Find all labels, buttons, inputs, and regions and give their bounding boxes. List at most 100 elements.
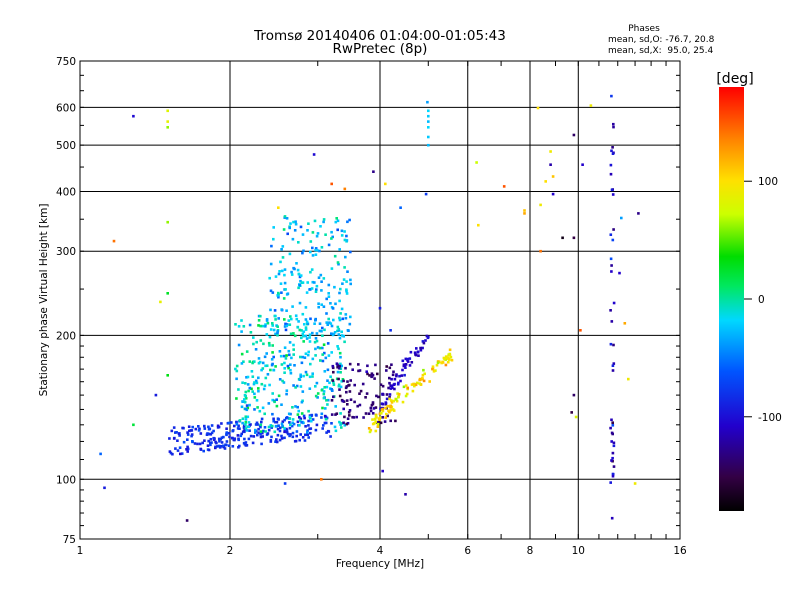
- data-point: [301, 312, 305, 316]
- data-point: [235, 397, 238, 400]
- data-point: [633, 482, 637, 485]
- data-point: [392, 409, 396, 412]
- data-point: [175, 431, 178, 434]
- data-point: [273, 309, 277, 312]
- data-point: [337, 377, 340, 381]
- data-point: [246, 425, 249, 428]
- data-point: [329, 322, 333, 325]
- data-point: [426, 336, 430, 340]
- data-point: [272, 237, 275, 241]
- data-point: [384, 406, 387, 410]
- data-point: [299, 274, 303, 277]
- data-point: [196, 442, 199, 446]
- data-point: [285, 354, 288, 357]
- data-point: [276, 294, 279, 297]
- data-point: [296, 420, 300, 424]
- data-point: [316, 396, 319, 399]
- data-point: [302, 414, 306, 418]
- data-point: [348, 409, 352, 412]
- data-point: [620, 216, 623, 220]
- data-point: [231, 436, 234, 440]
- data-point: [291, 305, 294, 308]
- data-point: [288, 353, 291, 357]
- data-point: [282, 381, 286, 384]
- data-point: [234, 367, 237, 371]
- data-point: [572, 393, 576, 397]
- data-point: [285, 392, 288, 396]
- data-point: [245, 376, 248, 379]
- colorbar-tick-label: 0: [758, 294, 765, 306]
- data-point: [190, 434, 193, 438]
- data-point: [416, 350, 420, 354]
- data-point: [388, 376, 391, 380]
- data-point: [337, 347, 340, 351]
- data-point: [325, 431, 328, 434]
- data-point: [210, 431, 214, 435]
- data-point: [178, 446, 182, 449]
- data-point: [536, 106, 540, 110]
- data-point: [344, 366, 347, 370]
- data-point: [309, 362, 312, 366]
- data-point: [423, 372, 426, 376]
- data-point: [340, 364, 343, 368]
- data-point: [424, 192, 428, 196]
- data-point: [343, 238, 347, 242]
- data-point: [243, 398, 246, 401]
- data-point: [252, 435, 256, 438]
- data-point: [219, 438, 223, 441]
- data-point: [286, 292, 290, 295]
- data-point: [291, 237, 295, 241]
- data-point: [220, 445, 223, 448]
- data-point: [332, 383, 336, 386]
- data-point: [333, 254, 337, 258]
- data-point: [299, 375, 302, 378]
- data-point: [610, 431, 614, 435]
- data-point: [271, 392, 274, 395]
- data-point: [609, 309, 612, 312]
- data-point: [166, 120, 169, 123]
- data-point: [295, 384, 299, 388]
- data-point: [338, 351, 342, 355]
- data-point: [298, 424, 301, 427]
- data-point: [277, 394, 281, 398]
- data-point: [255, 381, 259, 385]
- data-point: [296, 325, 299, 329]
- data-point: [214, 445, 217, 449]
- data-point: [338, 364, 341, 368]
- data-point: [609, 233, 613, 236]
- data-point: [609, 426, 612, 430]
- data-point: [337, 384, 341, 388]
- data-point: [322, 305, 326, 308]
- data-point: [243, 394, 247, 397]
- data-point: [259, 432, 262, 436]
- data-point: [309, 431, 312, 435]
- data-point: [242, 429, 246, 433]
- data-point: [241, 400, 244, 403]
- data-point: [370, 374, 374, 378]
- data-point: [280, 434, 283, 438]
- data-point: [611, 474, 615, 478]
- data-point: [193, 442, 197, 445]
- data-point: [288, 226, 291, 230]
- data-point: [271, 322, 274, 325]
- data-point: [186, 433, 190, 436]
- data-point: [314, 319, 317, 322]
- data-point: [112, 239, 116, 243]
- data-point: [404, 394, 408, 398]
- data-point: [364, 396, 367, 399]
- data-point: [329, 302, 332, 305]
- data-point: [295, 262, 298, 265]
- data-point: [253, 392, 256, 396]
- data-point: [289, 368, 292, 372]
- data-point: [302, 249, 305, 253]
- data-point: [205, 433, 209, 436]
- data-point: [322, 424, 325, 427]
- data-point: [270, 426, 273, 429]
- data-point: [304, 433, 307, 437]
- data-point: [449, 355, 453, 359]
- data-point: [333, 285, 336, 289]
- data-point: [267, 425, 271, 429]
- data-point: [283, 325, 287, 328]
- data-point: [352, 416, 356, 419]
- data-point: [185, 448, 188, 451]
